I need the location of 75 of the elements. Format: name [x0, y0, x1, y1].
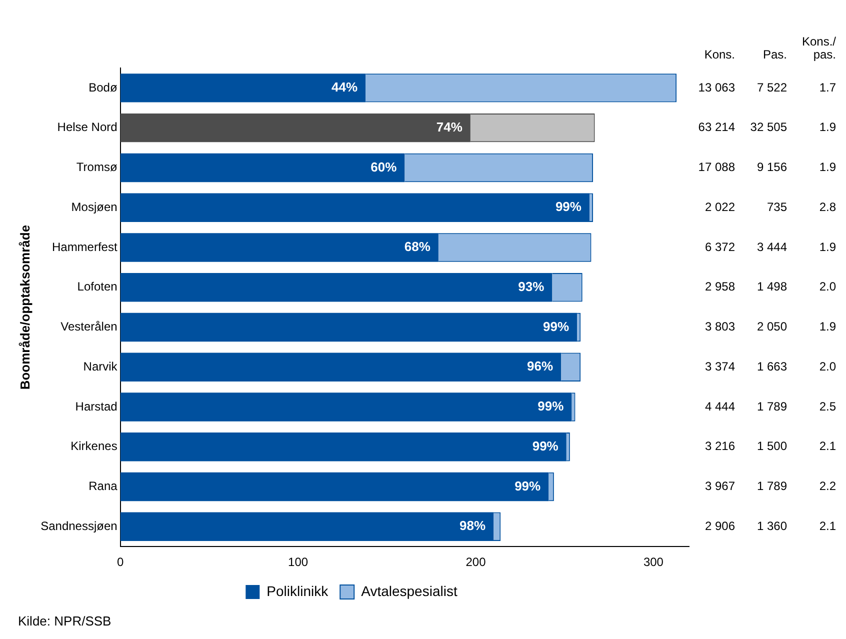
text: 2.5 [819, 399, 836, 414]
text: Kons./pas. [802, 34, 837, 62]
y-tick-label: Mosjøen [71, 200, 118, 214]
text: 1.9 [819, 120, 836, 134]
text: 3 444 [756, 240, 788, 254]
bar [120, 392, 572, 422]
text: Kilde: NPR/SSB [18, 614, 112, 629]
y-tick-label: Kirkenes [70, 439, 118, 454]
text: 1.9 [819, 240, 836, 254]
x-tick-label: 300 [643, 555, 664, 570]
legend-label: Poliklinikk [266, 582, 330, 599]
text: 2.8 [819, 200, 836, 214]
annotation: 99% [555, 199, 582, 214]
annotation: 96% [527, 358, 554, 374]
x-tick-label: 0 [116, 555, 124, 570]
text: 3 216 [704, 439, 736, 454]
legend-label: Avtalespesialist [361, 582, 458, 599]
annotation: 98% [459, 518, 486, 534]
text: 2.0 [819, 359, 836, 374]
y-tick-label: Harstad [75, 399, 118, 414]
annotation: 44% [332, 80, 358, 95]
y-tick-label: Tromsø [76, 160, 118, 174]
text: 1 500 [756, 439, 788, 454]
y-tick-label: Sandnessjøen [40, 518, 118, 533]
y-tick-label: Bodø [88, 80, 118, 94]
text: 2 022 [704, 200, 736, 214]
x-tick-label: 200 [466, 555, 486, 570]
annotation: 99% [532, 438, 559, 454]
text: 7 522 [756, 80, 788, 94]
text: 1.7 [819, 80, 836, 94]
y-tick-label: Narvik [83, 359, 118, 374]
text: 2 958 [704, 280, 736, 294]
annotation: 68% [404, 239, 431, 254]
text: 3 374 [704, 359, 736, 374]
y-tick-label: Helse Nord [57, 120, 118, 134]
annotation: 99% [514, 478, 542, 494]
annotation: 74% [436, 119, 463, 134]
bar [120, 193, 590, 222]
bar [120, 432, 566, 462]
text: 1.9 [819, 320, 836, 334]
text: 63 214 [698, 120, 736, 134]
text: 32 505 [750, 120, 788, 134]
text: 1 789 [756, 399, 788, 414]
text: 2.1 [819, 518, 836, 533]
annotation: 60% [370, 159, 398, 174]
annotation: 93% [518, 278, 545, 294]
text: 2.1 [819, 439, 836, 454]
y-tick-label: Vesterålen [60, 320, 118, 334]
bar [120, 312, 578, 342]
text: 2 050 [756, 320, 788, 334]
annotation: 99% [538, 398, 564, 414]
text: 1 360 [756, 518, 788, 533]
text: 4 444 [704, 399, 736, 414]
text: 6 372 [704, 240, 736, 254]
text: 2.2 [819, 479, 836, 494]
annotation: 99% [543, 318, 570, 334]
text: 13 063 [698, 80, 736, 94]
text: 735 [766, 200, 788, 214]
text: 1 663 [756, 359, 788, 374]
text: 9 156 [756, 160, 788, 174]
text: Kons. [704, 47, 735, 62]
y-tick-label: Hammerfest [52, 240, 118, 254]
text: 2 906 [704, 518, 736, 533]
y-tick-label: Lofoten [77, 280, 118, 294]
text: Pas. [762, 47, 787, 62]
text: 1.9 [819, 160, 836, 174]
text: 1 498 [756, 280, 788, 294]
x-tick-label: 100 [288, 555, 308, 570]
text: 3 967 [704, 479, 736, 494]
y-axis-title: Boområde/opptaksområde [17, 224, 32, 390]
text: 2.0 [819, 280, 836, 294]
y-tick-label: Rana [88, 479, 118, 494]
text: 17 088 [698, 160, 736, 174]
text: 3 803 [704, 320, 736, 334]
text: 1 789 [756, 479, 788, 494]
